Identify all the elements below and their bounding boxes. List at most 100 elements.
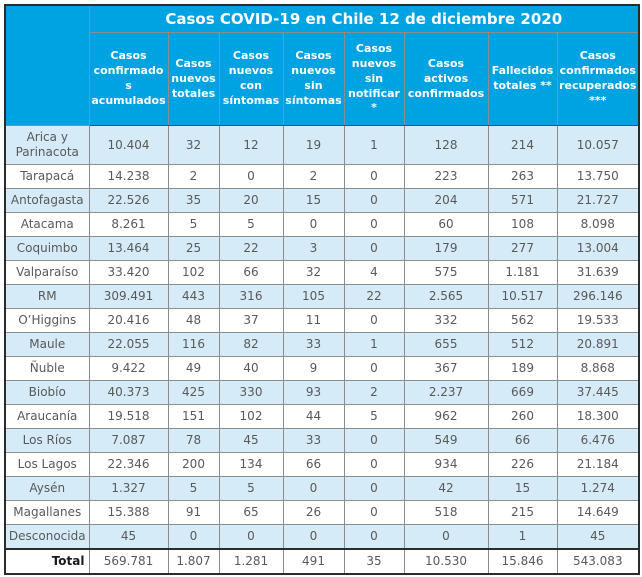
value-cell: 42 [403,476,489,502]
value-cell: 20.891 [556,332,640,358]
value-cell: 40.373 [88,380,169,406]
value-cell: 15 [487,476,558,502]
value-cell: 5 [167,212,220,238]
table-body: Arica y Parinacota 10.404 32 12 19 1 128 214 10.… [4,125,640,575]
region-cell: Los Ríos [4,428,90,454]
region-cell: Antofagasta [4,188,90,214]
value-cell: 0 [343,236,405,262]
value-cell: 214 [487,125,558,166]
table-row: Coquimbo 13.464 25 22 3 0 179 277 13.004 [4,236,640,262]
value-cell: 0 [343,212,405,238]
value-cell: 1 [343,332,405,358]
value-cell: 37 [218,308,284,334]
value-cell: 15 [282,188,345,214]
value-cell: 3 [282,236,345,262]
table-row: Los Lagos 22.346 200 134 66 0 934 226 21.184 [4,452,640,478]
region-cell: Coquimbo [4,236,90,262]
value-cell: 25 [167,236,220,262]
value-cell: 2.565 [403,284,489,310]
value-cell: 215 [487,500,558,526]
value-cell: 0 [218,524,284,550]
value-cell: 12 [218,125,284,166]
value-cell: 543.083 [556,548,640,575]
value-cell: 200 [167,452,220,478]
value-cell: 21.184 [556,452,640,478]
value-cell: 0 [282,524,345,550]
total-label-cell: Total [4,548,90,575]
table-row: Valparaíso 33.420 102 66 32 4 575 1.181 31.639 [4,260,640,286]
value-cell: 491 [282,548,345,575]
value-cell: 10.057 [556,125,640,166]
region-cell: Araucanía [4,404,90,430]
column-header-0: Casos confirmados acumulados [88,31,169,127]
value-cell: 35 [167,188,220,214]
value-cell: 0 [343,476,405,502]
value-cell: 5 [167,476,220,502]
region-cell: Atacama [4,212,90,238]
value-cell: 22.346 [88,452,169,478]
value-cell: 655 [403,332,489,358]
column-header-1: Casos nuevos totales [167,31,220,127]
value-cell: 962 [403,404,489,430]
value-cell: 263 [487,164,558,190]
region-cell: Arica y Parinacota [4,125,90,166]
value-cell: 1.181 [487,260,558,286]
table-row: RM 309.491 443 316 105 22 2.565 10.517 296.146 [4,284,640,310]
value-cell: 45 [88,524,169,550]
value-cell: 105 [282,284,345,310]
corner-cell [4,4,90,127]
value-cell: 22 [218,236,284,262]
table-row: Desconocida 45 0 0 0 0 0 1 45 [4,524,640,550]
table-row: Maule 22.055 116 82 33 1 655 512 20.891 [4,332,640,358]
table-row: Atacama 8.261 5 5 0 0 60 108 8.098 [4,212,640,238]
table-row: Araucanía 19.518 151 102 44 5 962 260 18.300 [4,404,640,430]
column-header-6: Fallecidos totales ** [487,31,558,127]
value-cell: 31.639 [556,260,640,286]
region-cell: Biobío [4,380,90,406]
value-cell: 518 [403,500,489,526]
region-cell: Desconocida [4,524,90,550]
value-cell: 309.491 [88,284,169,310]
value-cell: 2.237 [403,380,489,406]
value-cell: 128 [403,125,489,166]
value-cell: 425 [167,380,220,406]
value-cell: 569.781 [88,548,169,575]
value-cell: 19 [282,125,345,166]
value-cell: 60 [403,212,489,238]
total-row: Total 569.781 1.807 1.281 491 35 10.530 15.846 5… [4,548,640,575]
table-row: Los Ríos 7.087 78 45 33 0 549 66 6.476 [4,428,640,454]
value-cell: 37.445 [556,380,640,406]
value-cell: 78 [167,428,220,454]
table-row: Biobío 40.373 425 330 93 2 2.237 669 37.445 [4,380,640,406]
column-header-3: Casos nuevos sin síntomas [282,31,345,127]
value-cell: 33 [282,332,345,358]
value-cell: 49 [167,356,220,382]
value-cell: 0 [343,164,405,190]
value-cell: 65 [218,500,284,526]
value-cell: 15.846 [487,548,558,575]
value-cell: 934 [403,452,489,478]
value-cell: 35 [343,548,405,575]
table-row: Aysén 1.327 5 5 0 0 42 15 1.274 [4,476,640,502]
table-row: Antofagasta 22.526 35 20 15 0 204 571 21.727 [4,188,640,214]
table-row: O’Higgins 20.416 48 37 11 0 332 562 19.533 [4,308,640,334]
value-cell: 33 [282,428,345,454]
value-cell: 332 [403,308,489,334]
value-cell: 330 [218,380,284,406]
value-cell: 0 [343,356,405,382]
value-cell: 134 [218,452,284,478]
value-cell: 22.526 [88,188,169,214]
value-cell: 260 [487,404,558,430]
value-cell: 1.274 [556,476,640,502]
value-cell: 9 [282,356,345,382]
value-cell: 1.327 [88,476,169,502]
value-cell: 20 [218,188,284,214]
value-cell: 571 [487,188,558,214]
value-cell: 367 [403,356,489,382]
value-cell: 151 [167,404,220,430]
value-cell: 93 [282,380,345,406]
value-cell: 1 [487,524,558,550]
value-cell: 1.807 [167,548,220,575]
value-cell: 5 [218,476,284,502]
